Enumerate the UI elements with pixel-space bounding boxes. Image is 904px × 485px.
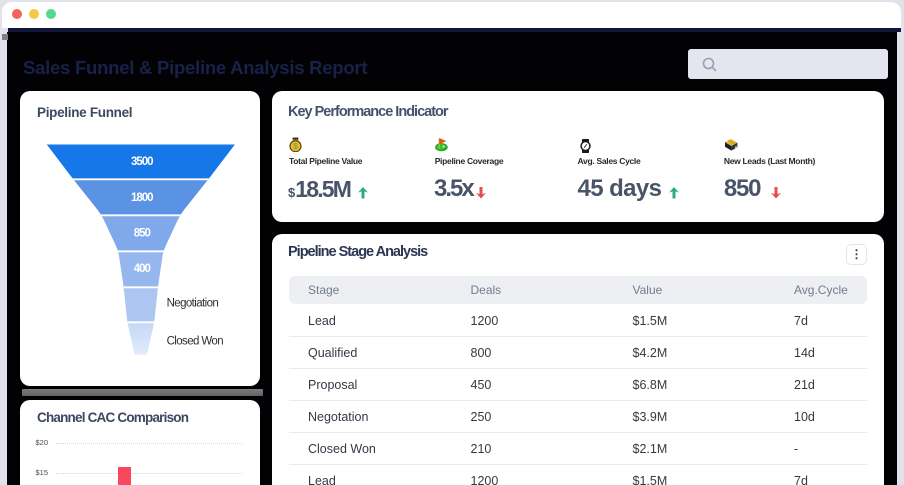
svg-text:400: 400 bbox=[133, 263, 150, 275]
svg-text:1800: 1800 bbox=[131, 191, 153, 203]
svg-text:Negotiation: Negotiation bbox=[166, 297, 218, 309]
svg-text:3500: 3500 bbox=[131, 156, 153, 168]
svg-text:$: $ bbox=[293, 142, 298, 152]
svg-text:850: 850 bbox=[133, 227, 150, 239]
svg-text:Closed Won: Closed Won bbox=[166, 335, 223, 347]
